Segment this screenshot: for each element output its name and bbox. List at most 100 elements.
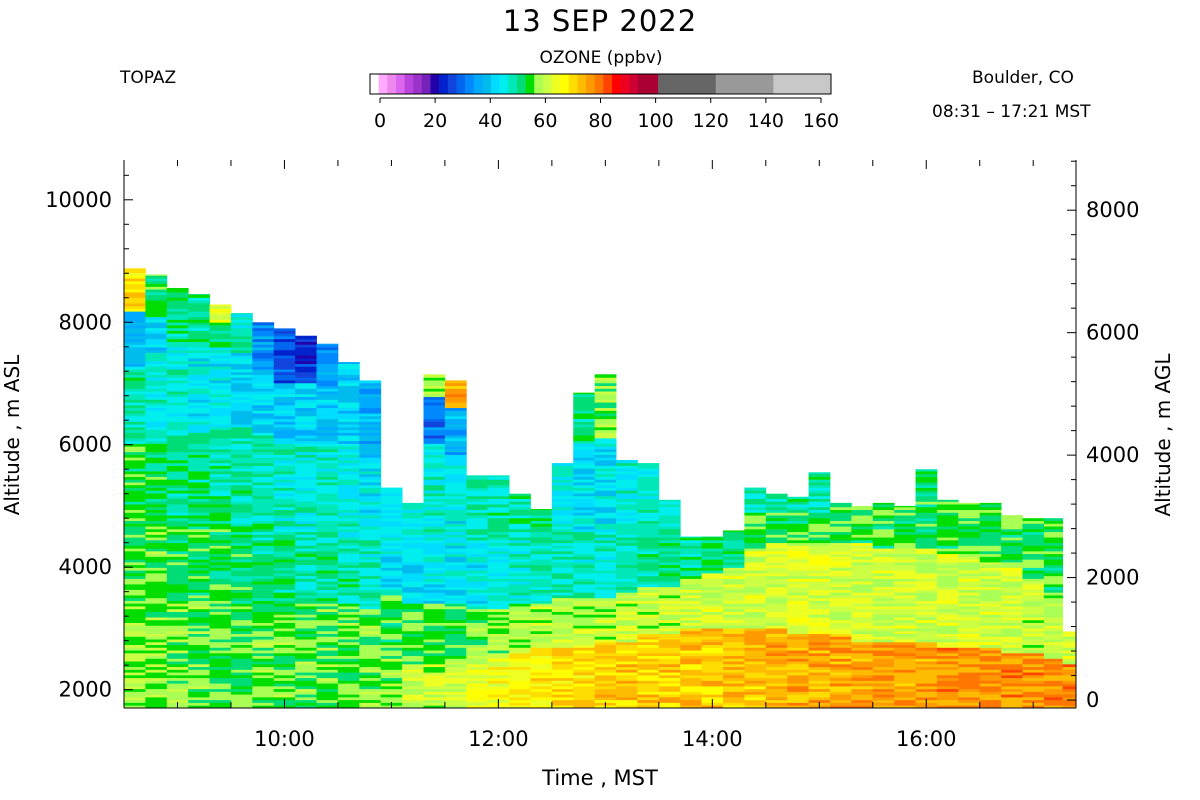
heatmap-cell <box>829 622 852 626</box>
heatmap-cell <box>1022 696 1045 701</box>
heatmap-cell <box>723 636 745 640</box>
heatmap-cell <box>530 542 553 546</box>
heatmap-cell <box>551 688 574 692</box>
heatmap-cell <box>252 575 275 579</box>
heatmap-cell <box>487 666 510 670</box>
heatmap-cell <box>594 468 617 472</box>
heatmap-cell <box>252 385 275 389</box>
heatmap-cell <box>145 504 168 508</box>
heatmap-cell <box>573 493 596 497</box>
heatmap-cell <box>230 586 253 590</box>
heatmap-cell <box>573 476 596 480</box>
heatmap-cell <box>124 625 146 629</box>
heatmap-cell <box>359 672 382 676</box>
heatmap-cell <box>616 650 638 654</box>
heatmap-cell <box>316 515 339 519</box>
heatmap-cell <box>487 655 510 659</box>
heatmap-cell <box>423 520 446 524</box>
heatmap-cell <box>616 597 638 601</box>
heatmap-cell <box>1062 666 1077 670</box>
heatmap-cell <box>680 595 703 599</box>
heatmap-cell <box>273 567 296 571</box>
heatmap-cell <box>808 517 831 522</box>
heatmap-cell <box>466 589 489 593</box>
heatmap-cell <box>423 493 446 497</box>
colorbar-bin-0 <box>370 74 379 94</box>
heatmap-cell <box>359 600 382 604</box>
heatmap-cell <box>787 658 809 662</box>
heatmap-cell <box>744 606 767 610</box>
heatmap-cell <box>145 275 168 279</box>
heatmap-cell <box>594 691 617 695</box>
heatmap-cell <box>701 550 724 555</box>
heatmap-cell <box>958 650 981 654</box>
heatmap-cell <box>936 696 959 701</box>
heatmap-cell <box>295 669 317 673</box>
colorbar-bin-29 <box>620 74 630 94</box>
heatmap-cell <box>637 696 660 701</box>
heatmap-cell <box>829 625 852 629</box>
heatmap-cell <box>680 606 703 610</box>
heatmap-cell <box>444 399 467 403</box>
heatmap-cell <box>658 584 681 588</box>
heatmap-cell <box>637 473 660 477</box>
heatmap-cell <box>466 597 489 601</box>
heatmap-cell <box>658 628 681 632</box>
heatmap-cell <box>252 393 275 398</box>
heatmap-cell <box>273 457 296 461</box>
heatmap-cell <box>166 316 189 320</box>
heatmap-cell <box>423 625 446 629</box>
heatmap-cell <box>1022 641 1045 646</box>
heatmap-cell <box>188 606 210 610</box>
heatmap-cell <box>209 567 232 571</box>
heatmap-cell <box>124 548 146 552</box>
heatmap-cell <box>188 363 210 367</box>
heatmap-cell <box>316 606 339 610</box>
heatmap-cell <box>744 666 767 670</box>
heatmap-cell <box>1001 548 1023 552</box>
heatmap-cell <box>230 647 253 651</box>
heatmap-cell <box>124 269 146 274</box>
heatmap-cell <box>124 454 146 458</box>
heatmap-cell <box>209 528 232 533</box>
heatmap-cell <box>701 542 724 546</box>
heatmap-cell <box>466 666 489 670</box>
heatmap-cell <box>316 647 339 651</box>
heatmap-cell <box>145 358 168 362</box>
heatmap-cell <box>124 520 146 524</box>
heatmap-cell <box>209 429 232 433</box>
heatmap-cell <box>680 655 703 659</box>
heatmap-cell <box>680 553 703 557</box>
heatmap-cell <box>316 639 339 643</box>
heatmap-cell <box>295 666 317 670</box>
heatmap-cell <box>295 578 317 582</box>
heatmap-cell <box>851 647 874 651</box>
heatmap-cell <box>551 614 574 618</box>
heatmap-cell <box>551 611 574 615</box>
heatmap-cell <box>145 611 168 615</box>
heatmap-cell <box>787 537 809 541</box>
heatmap-cell <box>680 550 703 555</box>
heatmap-cell <box>188 674 210 679</box>
heatmap-cell <box>402 537 424 541</box>
heatmap-cell <box>423 630 446 635</box>
heatmap-cell <box>402 534 424 538</box>
heatmap-cell <box>444 413 467 417</box>
heatmap-cell <box>808 661 831 665</box>
heatmap-cell <box>188 377 210 381</box>
heatmap-cell <box>487 641 510 646</box>
heatmap-cell <box>337 517 360 522</box>
heatmap-cell <box>209 663 232 668</box>
heatmap-cell <box>273 523 296 527</box>
heatmap-cell <box>808 512 831 516</box>
heatmap-cell <box>209 325 232 329</box>
heatmap-cell <box>145 286 168 290</box>
heatmap-cell <box>252 446 275 450</box>
heatmap-cell <box>209 446 232 450</box>
heatmap-cell <box>166 479 189 483</box>
heatmap-cell <box>380 509 403 513</box>
heatmap-cell <box>936 515 959 519</box>
heatmap-cell <box>787 534 809 538</box>
heatmap-cell <box>188 297 210 301</box>
heatmap-cell <box>658 636 681 640</box>
